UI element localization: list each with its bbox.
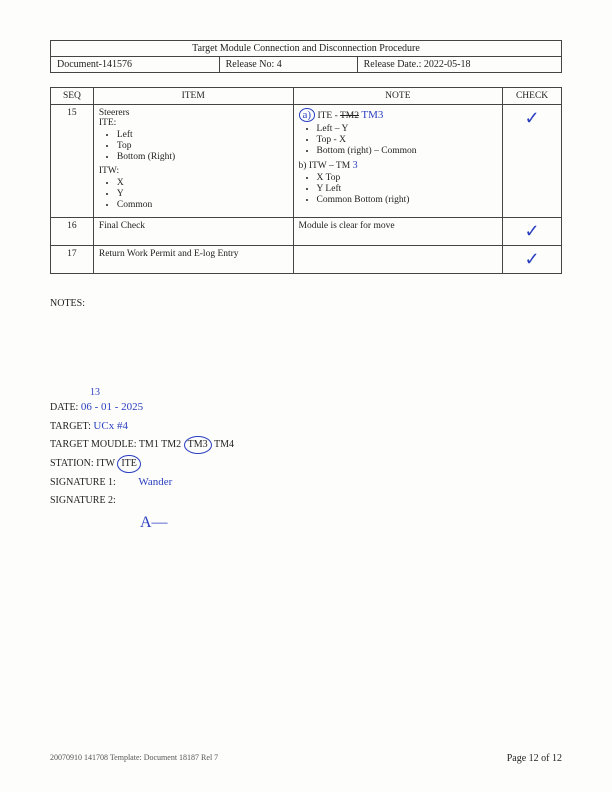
note-bullets: Left – Y Top - X Bottom (right) – Common bbox=[317, 124, 498, 156]
hand-annotation: 13 bbox=[90, 385, 100, 401]
bullet-item: Common Bottom (right) bbox=[317, 195, 498, 205]
hand-signature: A— bbox=[140, 510, 562, 536]
item-text: Steerers bbox=[99, 108, 288, 118]
page-footer: 20070910 141708 Template: Document 18187… bbox=[50, 753, 562, 764]
note-cell: Module is clear for move bbox=[293, 218, 503, 246]
item-text: ITW: bbox=[99, 166, 288, 176]
note-line: a) ITE - TM2 TM3 bbox=[299, 108, 498, 122]
check-cell: ✓ bbox=[503, 105, 562, 218]
checkmark-icon: ✓ bbox=[525, 221, 540, 241]
item-text: ITE: bbox=[99, 118, 288, 128]
circled-option: ITE bbox=[117, 455, 141, 473]
checkmark-icon: ✓ bbox=[525, 249, 540, 269]
release-date: Release Date.: 2022-05-18 bbox=[357, 57, 561, 73]
form-line: TARGET MOUDLE: TM1 TM2 TM3 TM4 bbox=[50, 436, 562, 454]
note-bullets: X Top Y Left Common Bottom (right) bbox=[317, 173, 498, 205]
hand-annotation: 06 - 01 - 2025 bbox=[81, 401, 143, 413]
bullet-item: X bbox=[117, 178, 288, 188]
item-cell: Steerers ITE: Left Top Bottom (Right) IT… bbox=[93, 105, 293, 218]
bullet-item: Common bbox=[117, 200, 288, 210]
target-label: TARGET: bbox=[50, 421, 91, 432]
doc-number: Document-141576 bbox=[51, 57, 220, 73]
table-row: 16 Final Check Module is clear for move … bbox=[51, 218, 562, 246]
bullet-item: Bottom (right) – Common bbox=[317, 146, 498, 156]
form-line: SIGNATURE 2: bbox=[50, 493, 562, 509]
bullet-item: Y bbox=[117, 189, 288, 199]
release-no: Release No: 4 bbox=[219, 57, 357, 73]
hand-annotation: TM3 bbox=[361, 109, 383, 121]
date-label: DATE: bbox=[50, 402, 78, 413]
bullet-item: Left bbox=[117, 130, 288, 140]
seq-cell: 16 bbox=[51, 218, 94, 246]
strike-text: TM2 bbox=[340, 111, 359, 121]
note-text: ITE - bbox=[317, 111, 337, 121]
station-label: STATION: ITW bbox=[50, 458, 115, 469]
note-text: ITW – TM bbox=[309, 161, 350, 171]
hand-annotation: UCx #4 bbox=[93, 420, 128, 432]
col-note-header: NOTE bbox=[293, 88, 503, 105]
bullet-item: X Top bbox=[317, 173, 498, 183]
hand-annotation: a) bbox=[299, 108, 316, 122]
table-row: 15 Steerers ITE: Left Top Bottom (Right)… bbox=[51, 105, 562, 218]
item-cell: Return Work Permit and E-log Entry bbox=[93, 246, 293, 274]
note-text: b) bbox=[299, 161, 307, 171]
form-line: DATE: 06 - 01 - 2025 bbox=[50, 399, 562, 417]
col-check-header: CHECK bbox=[503, 88, 562, 105]
page-number: Page 12 of 12 bbox=[507, 753, 562, 764]
form-line: TARGET: UCx #4 bbox=[50, 418, 562, 436]
doc-header-table: Target Module Connection and Disconnecti… bbox=[50, 40, 562, 73]
col-item-header: ITEM bbox=[93, 88, 293, 105]
form-line: SIGNATURE 1: Wander bbox=[50, 474, 562, 492]
hand-signature: Wander bbox=[138, 476, 172, 488]
bullet-item: Top bbox=[117, 141, 288, 151]
seq-cell: 15 bbox=[51, 105, 94, 218]
form-line: STATION: ITW ITE bbox=[50, 455, 562, 473]
notes-label: NOTES: bbox=[50, 298, 562, 309]
table-row: 17 Return Work Permit and E-log Entry ✓ bbox=[51, 246, 562, 274]
module-after: TM4 bbox=[214, 439, 234, 450]
bullet-item: Y Left bbox=[317, 184, 498, 194]
note-line: b) ITW – TM 3 bbox=[299, 160, 498, 171]
item-cell: Final Check bbox=[93, 218, 293, 246]
bullet-item: Top - X bbox=[317, 135, 498, 145]
module-label: TARGET MOUDLE: TM1 TM2 bbox=[50, 439, 181, 450]
col-seq-header: SEQ bbox=[51, 88, 94, 105]
procedure-table: SEQ ITEM NOTE CHECK 15 Steerers ITE: Lef… bbox=[50, 87, 562, 274]
item-bullets: X Y Common bbox=[117, 178, 288, 210]
signature-form: 13 DATE: 06 - 01 - 2025 TARGET: UCx #4 T… bbox=[50, 399, 562, 535]
item-bullets: Left Top Bottom (Right) bbox=[117, 130, 288, 162]
doc-title: Target Module Connection and Disconnecti… bbox=[51, 41, 562, 57]
hand-annotation: 3 bbox=[353, 160, 358, 171]
note-cell: a) ITE - TM2 TM3 Left – Y Top - X Bottom… bbox=[293, 105, 503, 218]
bullet-item: Left – Y bbox=[317, 124, 498, 134]
footer-template-text: 20070910 141708 Template: Document 18187… bbox=[50, 753, 218, 764]
check-cell: ✓ bbox=[503, 218, 562, 246]
seq-cell: 17 bbox=[51, 246, 94, 274]
circled-option: TM3 bbox=[184, 436, 212, 454]
bullet-item: Bottom (Right) bbox=[117, 152, 288, 162]
note-cell bbox=[293, 246, 503, 274]
sig2-label: SIGNATURE 2: bbox=[50, 495, 116, 506]
checkmark-icon: ✓ bbox=[525, 108, 540, 128]
check-cell: ✓ bbox=[503, 246, 562, 274]
sig1-label: SIGNATURE 1: bbox=[50, 477, 116, 488]
